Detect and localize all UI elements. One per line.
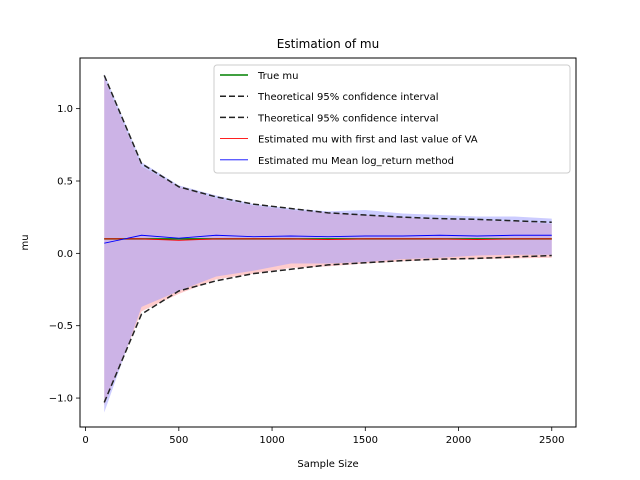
chart-title: Estimation of mu: [277, 37, 379, 51]
legend-box: [213, 64, 571, 174]
legend: True mu Theoretical 95% confidence interv…: [213, 64, 571, 174]
series-line-2-theoretical-95-confidence-interval: [103, 75, 552, 223]
series-line-4-estimated-mu-with-first-and-last-value-of-va: [104, 238, 552, 241]
plot-frame: [79, 57, 577, 428]
x-tick-label: 1000: [259, 435, 284, 446]
y-tick-label: −1.0: [49, 394, 73, 405]
legend-label-1: True mu: [257, 71, 299, 82]
legend-label-3: Theoretical 95% confidence interval: [257, 113, 439, 124]
x-tick-label: 2000: [446, 435, 471, 446]
x-tick-label: 0: [82, 435, 88, 446]
x-tick-label: 1500: [353, 435, 378, 446]
confidence-bands: [104, 73, 552, 413]
legend-items: True mu Theoretical 95% confidence interv…: [220, 71, 478, 167]
x-axis-ticks: 0 500 1000 1500 2000 2500: [82, 427, 564, 446]
series-line-3-theoretical-95-confidence-interval: [103, 254, 552, 403]
legend-label-4: Estimated mu with first and last value o…: [258, 135, 478, 146]
y-tick-label: −0.5: [49, 321, 73, 332]
confidence-band-2: [104, 73, 552, 413]
series-lines: [103, 75, 552, 403]
series-line-5-estimated-mu-mean-log-return-method: [104, 234, 552, 244]
x-tick-label: 500: [169, 435, 188, 446]
x-tick-label: 2500: [539, 435, 564, 446]
y-axis-ticks: −1.0 −0.5 0.0 0.5 1.0: [49, 104, 80, 405]
legend-label-5: Estimated mu Mean log_return method: [258, 156, 454, 167]
y-axis-label: mu: [20, 234, 31, 250]
y-tick-label: 0.0: [57, 249, 73, 260]
y-tick-label: 0.5: [57, 177, 73, 188]
x-axis-label: Sample Size: [297, 459, 358, 470]
legend-label-2: Theoretical 95% confidence interval: [257, 92, 439, 103]
y-tick-label: 1.0: [57, 104, 73, 115]
